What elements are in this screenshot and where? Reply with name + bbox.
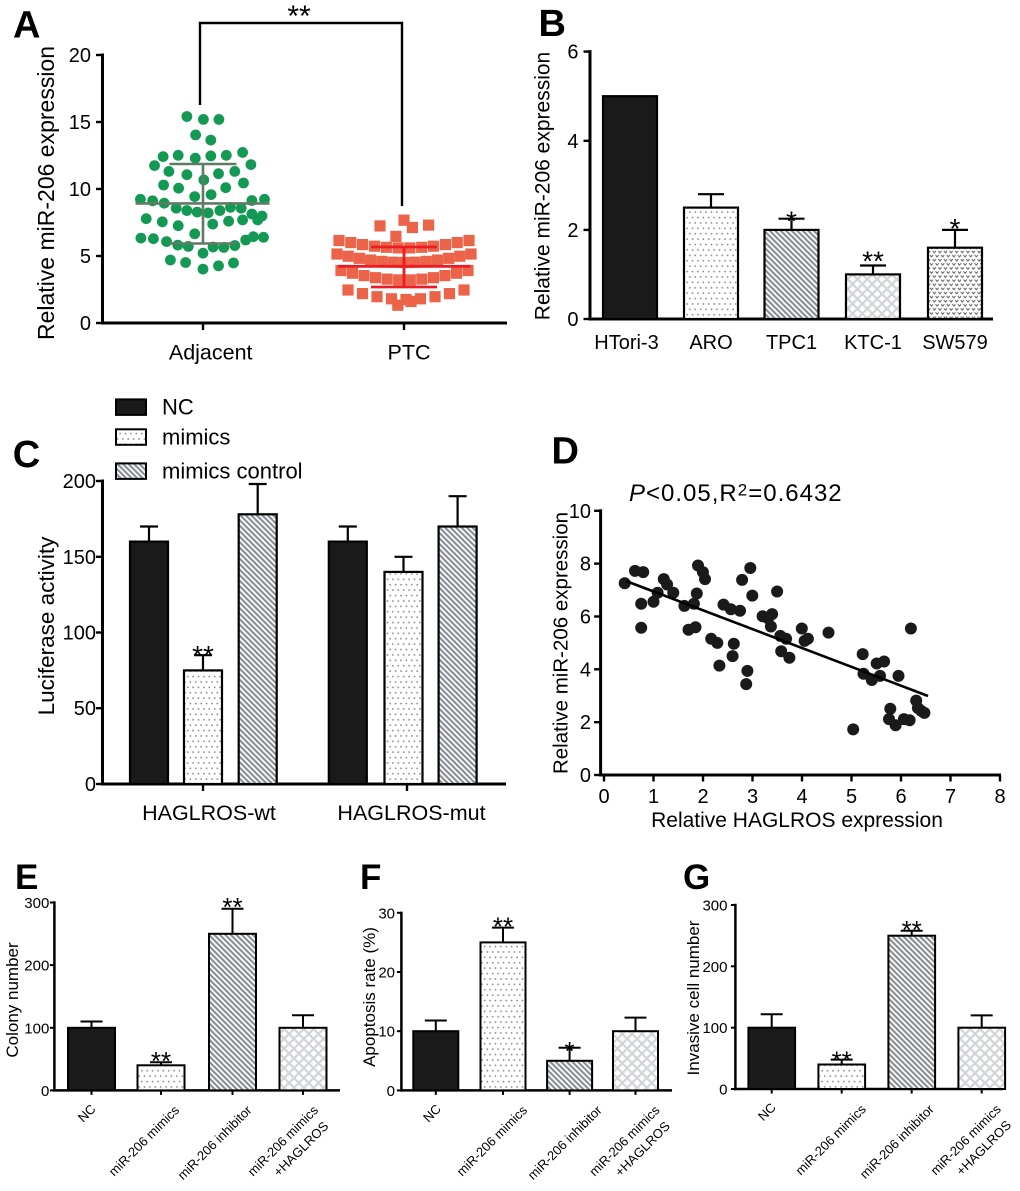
svg-text:0: 0 bbox=[580, 765, 591, 787]
svg-text:HAGLROS-wt: HAGLROS-wt bbox=[142, 801, 276, 825]
svg-text:B: B bbox=[539, 3, 566, 45]
svg-text:Adjacent: Adjacent bbox=[169, 341, 253, 365]
svg-text:Relative miR-206 expression: Relative miR-206 expression bbox=[532, 52, 555, 320]
svg-text:4: 4 bbox=[567, 131, 578, 153]
svg-text:HAGLROS-mut: HAGLROS-mut bbox=[337, 801, 485, 825]
svg-text:A: A bbox=[13, 5, 40, 47]
svg-text:0: 0 bbox=[719, 1082, 727, 1099]
svg-text:3: 3 bbox=[747, 786, 758, 808]
svg-text:20: 20 bbox=[69, 45, 91, 67]
svg-text:10: 10 bbox=[378, 1024, 395, 1041]
svg-text:15: 15 bbox=[69, 112, 91, 134]
svg-text:6: 6 bbox=[580, 607, 591, 629]
svg-text:6: 6 bbox=[895, 786, 906, 808]
svg-text:NC: NC bbox=[162, 394, 194, 419]
svg-text:0: 0 bbox=[598, 786, 609, 808]
svg-text:200: 200 bbox=[63, 471, 96, 493]
svg-text:4: 4 bbox=[796, 786, 807, 808]
svg-text:10: 10 bbox=[569, 501, 591, 523]
svg-text:**: ** bbox=[151, 1046, 171, 1076]
svg-text:100: 100 bbox=[702, 1020, 727, 1037]
svg-text:50: 50 bbox=[74, 698, 96, 720]
svg-text:Relative miR-206 expression: Relative miR-206 expression bbox=[33, 46, 59, 340]
svg-text:**: ** bbox=[862, 246, 884, 277]
svg-text:0: 0 bbox=[80, 313, 91, 335]
svg-text:300: 300 bbox=[24, 895, 49, 912]
svg-text:100: 100 bbox=[24, 1020, 49, 1037]
svg-text:*: * bbox=[786, 206, 797, 237]
svg-text:7: 7 bbox=[945, 786, 956, 808]
svg-text:G: G bbox=[683, 858, 710, 897]
svg-text:PTC: PTC bbox=[388, 341, 431, 365]
svg-text:SW579: SW579 bbox=[922, 332, 988, 354]
svg-text:2: 2 bbox=[697, 786, 708, 808]
svg-text:mimics: mimics bbox=[162, 424, 230, 449]
svg-text:6: 6 bbox=[567, 42, 578, 64]
svg-text:E: E bbox=[15, 858, 38, 897]
svg-text:8: 8 bbox=[580, 554, 591, 576]
svg-text:*: * bbox=[950, 213, 961, 244]
svg-text:150: 150 bbox=[63, 547, 96, 569]
svg-text:Relative HAGLROS expression: Relative HAGLROS expression bbox=[651, 809, 943, 832]
svg-text:200: 200 bbox=[702, 959, 727, 976]
svg-text:1: 1 bbox=[648, 786, 659, 808]
svg-text:**: ** bbox=[222, 892, 242, 922]
svg-text:0: 0 bbox=[85, 774, 96, 796]
svg-text:2: 2 bbox=[567, 220, 578, 242]
svg-text:200: 200 bbox=[24, 958, 49, 975]
svg-text:20: 20 bbox=[378, 965, 395, 982]
svg-text:0: 0 bbox=[567, 309, 578, 331]
svg-text:Relative miR-206 expression: Relative miR-206 expression bbox=[550, 512, 573, 774]
svg-text:Luciferase activity: Luciferase activity bbox=[34, 536, 59, 716]
svg-text:P<0.05,R2=0.6432: P<0.05,R2=0.6432 bbox=[629, 480, 843, 507]
svg-text:0: 0 bbox=[41, 1083, 49, 1100]
svg-text:4: 4 bbox=[580, 659, 591, 681]
svg-text:HTori-3: HTori-3 bbox=[594, 332, 658, 354]
svg-text:10: 10 bbox=[69, 179, 91, 201]
svg-text:8: 8 bbox=[994, 786, 1005, 808]
svg-text:Colony number: Colony number bbox=[3, 942, 22, 1058]
svg-text:0: 0 bbox=[387, 1083, 395, 1100]
svg-text:2: 2 bbox=[580, 712, 591, 734]
svg-text:F: F bbox=[360, 858, 381, 897]
svg-text:mimics control: mimics control bbox=[162, 458, 303, 483]
svg-text:300: 300 bbox=[702, 898, 727, 915]
svg-text:100: 100 bbox=[63, 623, 96, 645]
svg-text:KTC-1: KTC-1 bbox=[844, 332, 902, 354]
svg-text:**: ** bbox=[902, 915, 922, 945]
svg-text:**: ** bbox=[192, 640, 214, 671]
svg-text:**: ** bbox=[832, 1046, 852, 1076]
svg-text:C: C bbox=[13, 434, 40, 476]
svg-text:**: ** bbox=[287, 0, 311, 33]
svg-text:Apoptosis rate (%): Apoptosis rate (%) bbox=[360, 927, 379, 1067]
svg-text:5: 5 bbox=[80, 246, 91, 268]
svg-text:*: * bbox=[565, 1036, 575, 1066]
svg-text:**: ** bbox=[493, 912, 513, 942]
svg-text:5: 5 bbox=[846, 786, 857, 808]
svg-text:TPC1: TPC1 bbox=[766, 332, 817, 354]
svg-text:ARO: ARO bbox=[689, 332, 732, 354]
svg-text:Invasive cell number: Invasive cell number bbox=[684, 920, 703, 1075]
svg-text:D: D bbox=[552, 431, 579, 473]
svg-text:30: 30 bbox=[378, 905, 395, 922]
